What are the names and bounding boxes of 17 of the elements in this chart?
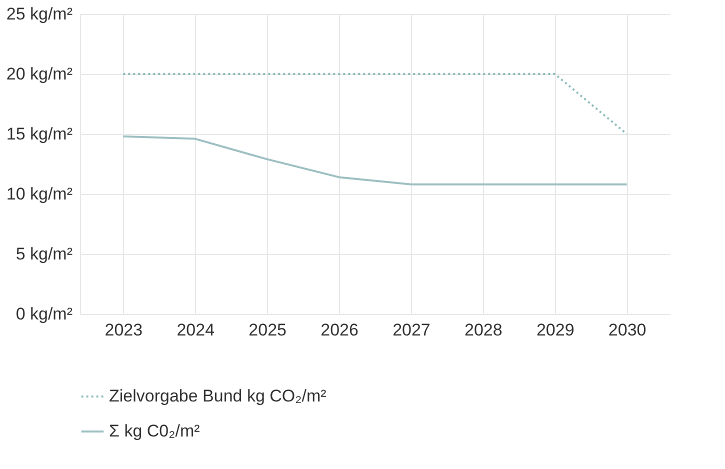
x-tick-label: 2027 bbox=[392, 320, 430, 340]
x-tick-label: 2023 bbox=[104, 320, 143, 340]
x-tick-label: 2029 bbox=[536, 320, 574, 340]
y-tick-label: 5 kg/m² bbox=[16, 244, 73, 264]
x-tick-label: 2025 bbox=[248, 320, 286, 340]
x-tick-label: 2030 bbox=[608, 320, 646, 340]
y-tick-label: 10 kg/m² bbox=[6, 184, 73, 204]
y-tick-label: 20 kg/m² bbox=[6, 64, 73, 84]
legend-label: Zielvorgabe Bund kg CO₂/m² bbox=[109, 386, 327, 406]
x-tick-label: 2028 bbox=[464, 320, 502, 340]
y-tick-label: 0 kg/m² bbox=[16, 304, 73, 324]
legend-label: Σ kg C0₂/m² bbox=[109, 422, 200, 440]
y-tick-label: 25 kg/m² bbox=[6, 4, 73, 24]
y-tick-label: 15 kg/m² bbox=[6, 124, 73, 144]
x-tick-label: 2024 bbox=[176, 320, 215, 340]
line-series bbox=[122, 135, 628, 186]
x-tick-label: 2026 bbox=[320, 320, 358, 340]
